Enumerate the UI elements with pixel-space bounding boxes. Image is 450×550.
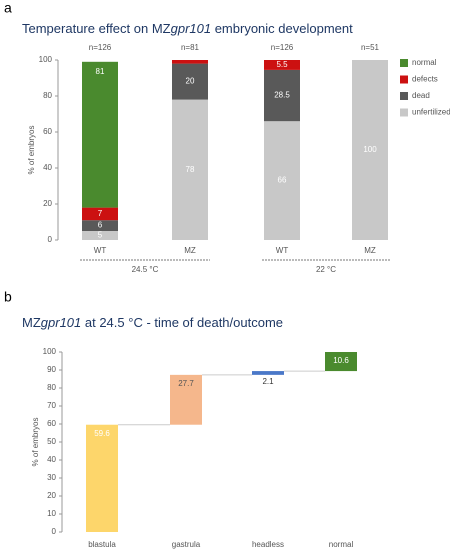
x-tick-label: blastula	[88, 540, 116, 549]
bar-segment	[172, 99, 208, 240]
bar	[325, 352, 357, 372]
bar-segment	[264, 60, 300, 70]
data-label: 78	[186, 165, 195, 174]
y-tick-label: 50	[47, 437, 56, 446]
chart-title: Temperature effect on MZgpr101 embryonic…	[22, 21, 353, 36]
bar-segment	[172, 63, 208, 100]
legend-swatch	[400, 59, 408, 67]
legend-label: dead	[412, 91, 430, 100]
data-label: 7	[98, 209, 103, 218]
y-axis-label: % of embryos	[31, 418, 40, 467]
panel-label: a	[4, 0, 12, 16]
bar-segment	[264, 121, 300, 240]
x-tick-label: normal	[329, 540, 354, 549]
x-tick-label: gastrula	[172, 540, 201, 549]
y-tick-label: 100	[43, 347, 57, 356]
panel-label: b	[4, 289, 12, 305]
legend-swatch	[400, 92, 408, 100]
title-part: MZ	[22, 315, 41, 330]
data-label: 2.1	[262, 377, 274, 386]
y-axis-label: % of embryos	[27, 126, 36, 175]
x-tick-label: MZ	[364, 246, 376, 255]
bar-segment	[82, 220, 118, 231]
y-tick-label: 70	[47, 401, 56, 410]
title-part: gpr101	[171, 21, 211, 36]
legend-swatch	[400, 75, 408, 84]
title-part: gpr101	[41, 315, 81, 330]
y-tick-label: 20	[47, 491, 56, 500]
y-tick-label: 40	[47, 455, 56, 464]
y-tick-label: 0	[52, 527, 57, 536]
y-tick-label: 10	[47, 509, 56, 518]
n-label: n=126	[89, 43, 112, 52]
group-label: 24.5 °C	[132, 265, 159, 274]
data-label: 100	[363, 145, 377, 154]
group-label: 22 °C	[316, 265, 336, 274]
y-tick-label: 30	[47, 473, 56, 482]
n-label: n=126	[271, 43, 294, 52]
legend-label: defects	[412, 75, 438, 84]
chart-title: MZgpr101 at 24.5 °C - time of death/outc…	[22, 315, 283, 330]
bar-segment	[264, 69, 300, 122]
x-tick-label: MZ	[184, 246, 196, 255]
data-label: 59.6	[94, 429, 110, 438]
y-tick-label: 40	[43, 163, 52, 172]
bar-segment	[172, 60, 208, 64]
x-tick-label: headless	[252, 540, 284, 549]
bar-segment	[82, 61, 118, 208]
data-label: 20	[186, 77, 195, 86]
data-label: 81	[96, 67, 105, 76]
y-tick-label: 80	[43, 91, 52, 100]
data-label: 28.5	[274, 91, 290, 100]
data-label: 66	[278, 176, 287, 185]
bar	[86, 424, 118, 532]
legend-label: unfertilized	[412, 108, 450, 117]
y-tick-label: 100	[39, 55, 53, 64]
title-part: at 24.5 °C - time of death/outcome	[81, 315, 283, 330]
bar-segment	[352, 60, 388, 240]
bar-segment	[82, 231, 118, 240]
y-tick-label: 0	[48, 235, 53, 244]
legend-label: normal	[412, 58, 437, 67]
legend-swatch	[400, 108, 408, 117]
n-label: n=51	[361, 43, 380, 52]
y-tick-label: 60	[43, 127, 52, 136]
x-tick-label: WT	[94, 246, 107, 255]
data-label: 5	[98, 231, 103, 240]
y-tick-label: 90	[47, 365, 56, 374]
bar-segment	[82, 207, 118, 221]
title-part: Temperature effect on MZ	[22, 21, 171, 36]
x-tick-label: WT	[276, 246, 289, 255]
y-tick-label: 60	[47, 419, 56, 428]
y-tick-label: 80	[47, 383, 56, 392]
data-label: 10.6	[333, 356, 349, 365]
data-label: 27.7	[178, 379, 194, 388]
title-part: embryonic development	[211, 21, 353, 36]
n-label: n=81	[181, 43, 200, 52]
y-tick-label: 20	[43, 199, 52, 208]
data-label: 6	[98, 221, 103, 230]
bar	[252, 371, 284, 375]
bar	[170, 374, 202, 425]
data-label: 5.5	[276, 60, 288, 69]
